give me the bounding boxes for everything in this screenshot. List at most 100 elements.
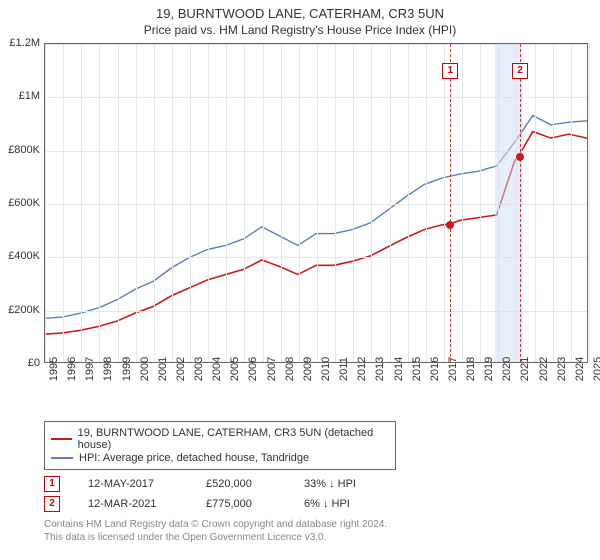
event-row-badge: 2: [44, 496, 60, 512]
gridline-v: [353, 44, 354, 362]
x-tick-label: 2025: [592, 357, 600, 381]
x-tick-label: 2022: [538, 357, 550, 381]
x-tick-label: 2000: [139, 357, 151, 381]
gridline-v: [444, 44, 445, 362]
x-tick-label: 2017: [447, 357, 459, 381]
x-tick-label: 2007: [266, 357, 278, 381]
gridline-v: [99, 44, 100, 362]
x-tick-label: 2003: [193, 357, 205, 381]
gridline-v: [553, 44, 554, 362]
gridline-v: [571, 44, 572, 362]
x-tick-label: 1995: [48, 357, 60, 381]
x-tick-label: 2010: [320, 357, 332, 381]
gridline-v: [226, 44, 227, 362]
event-price: £775,000: [206, 498, 276, 510]
x-tick-label: 2012: [356, 357, 368, 381]
x-tick-label: 2015: [411, 357, 423, 381]
gridline-v: [299, 44, 300, 362]
event-pct-vs-hpi: 33% ↓ HPI: [304, 478, 394, 490]
chart-subtitle: Price paid vs. HM Land Registry's House …: [0, 23, 600, 37]
event-row: 2 12-MAR-2021 £775,000 6% ↓ HPI: [44, 496, 600, 512]
legend-swatch: [51, 457, 73, 459]
y-tick-label: £800K: [8, 144, 40, 156]
x-tick-label: 2019: [483, 357, 495, 381]
legend-item: 19, BURNTWOOD LANE, CATERHAM, CR3 5UN (d…: [51, 427, 389, 451]
gridline-v: [535, 44, 536, 362]
legend-label: 19, BURNTWOOD LANE, CATERHAM, CR3 5UN (d…: [78, 427, 389, 451]
gridline-v: [589, 44, 590, 362]
chart-area: 12 £0£200K£400K£600K£800K£1M£1.2M1995199…: [0, 39, 600, 419]
gridline-v: [317, 44, 318, 362]
x-tick-label: 2002: [175, 357, 187, 381]
x-tick-label: 2004: [211, 357, 223, 381]
event-price: £520,000: [206, 478, 276, 490]
highlight-band: [495, 44, 522, 362]
event-date: 12-MAR-2021: [88, 498, 178, 510]
x-tick-label: 2014: [393, 357, 405, 381]
event-row: 1 12-MAY-2017 £520,000 33% ↓ HPI: [44, 476, 600, 492]
gridline-v: [208, 44, 209, 362]
gridline-v: [371, 44, 372, 362]
footer-line-1: Contains HM Land Registry data © Crown c…: [44, 518, 600, 531]
x-tick-label: 2023: [556, 357, 568, 381]
gridline-v: [281, 44, 282, 362]
plot-area: 12: [44, 43, 588, 363]
legend-label: HPI: Average price, detached house, Tand…: [79, 452, 309, 464]
x-tick-label: 2001: [157, 357, 169, 381]
gridline-v: [118, 44, 119, 362]
legend: 19, BURNTWOOD LANE, CATERHAM, CR3 5UN (d…: [44, 421, 396, 470]
gridline-v: [335, 44, 336, 362]
gridline-v: [462, 44, 463, 362]
y-tick-label: £1.2M: [9, 37, 40, 49]
event-line: [450, 44, 451, 362]
gridline-v: [390, 44, 391, 362]
gridline-v: [263, 44, 264, 362]
gridline-v: [408, 44, 409, 362]
gridline-v: [172, 44, 173, 362]
gridline-v: [480, 44, 481, 362]
gridline-v: [63, 44, 64, 362]
chart-title: 19, BURNTWOOD LANE, CATERHAM, CR3 5UN: [0, 6, 600, 21]
event-dot: [516, 153, 524, 161]
gridline-v: [45, 44, 46, 362]
x-tick-label: 2009: [302, 357, 314, 381]
x-tick-label: 2008: [284, 357, 296, 381]
gridline-v: [426, 44, 427, 362]
event-row-badge: 1: [44, 476, 60, 492]
x-tick-label: 1997: [84, 357, 96, 381]
y-tick-label: £600K: [8, 197, 40, 209]
footer-line-2: This data is licensed under the Open Gov…: [44, 531, 600, 544]
event-pct-vs-hpi: 6% ↓ HPI: [304, 498, 394, 510]
legend-item: HPI: Average price, detached house, Tand…: [51, 452, 389, 464]
event-badge: 2: [512, 63, 528, 79]
event-line: [520, 44, 521, 362]
y-tick-label: £400K: [8, 250, 40, 262]
gridline-v: [136, 44, 137, 362]
events-table: 1 12-MAY-2017 £520,000 33% ↓ HPI 2 12-MAR-202…: [44, 476, 600, 512]
event-date: 12-MAY-2017: [88, 478, 178, 490]
x-tick-label: 2016: [429, 357, 441, 381]
x-tick-label: 1998: [102, 357, 114, 381]
footer-attribution: Contains HM Land Registry data © Crown c…: [44, 518, 600, 544]
x-tick-label: 2021: [519, 357, 531, 381]
event-badge: 1: [442, 63, 458, 79]
x-tick-label: 2011: [338, 357, 350, 381]
gridline-v: [81, 44, 82, 362]
y-tick-label: £1M: [19, 90, 40, 102]
gridline-v: [190, 44, 191, 362]
x-tick-label: 1996: [66, 357, 78, 381]
gridline-v: [154, 44, 155, 362]
x-tick-label: 2006: [247, 357, 259, 381]
x-tick-label: 2024: [574, 357, 586, 381]
x-tick-label: 2005: [229, 357, 241, 381]
x-tick-label: 2018: [465, 357, 477, 381]
legend-swatch: [51, 438, 72, 440]
x-tick-label: 2013: [374, 357, 386, 381]
gridline-v: [244, 44, 245, 362]
x-tick-label: 2020: [501, 357, 513, 381]
event-dot: [446, 221, 454, 229]
x-tick-label: 1999: [121, 357, 133, 381]
y-tick-label: £0: [28, 357, 40, 369]
y-tick-label: £200K: [8, 304, 40, 316]
chart-title-block: 19, BURNTWOOD LANE, CATERHAM, CR3 5UN Pr…: [0, 0, 600, 39]
